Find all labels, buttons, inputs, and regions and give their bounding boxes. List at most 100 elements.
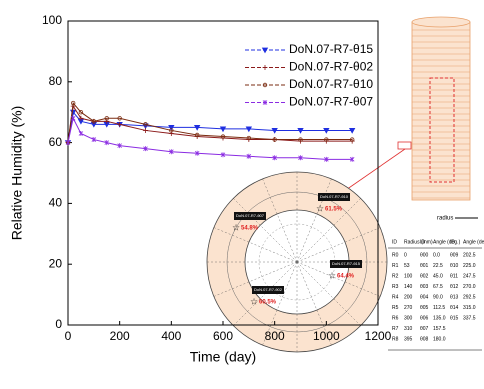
table-cell: 45.0 <box>433 273 443 279</box>
table-cell: 22.5 <box>433 263 443 269</box>
point <box>246 153 252 159</box>
annotation-star: ☆ <box>328 270 336 280</box>
x-tick-label: 1000 <box>313 329 340 343</box>
table-cell: θ00 <box>420 252 429 258</box>
connector <box>342 148 406 193</box>
table-header: Angle (deg.) <box>433 239 461 245</box>
point <box>193 125 201 131</box>
x-tick-label: 1200 <box>365 329 392 343</box>
point <box>298 137 303 142</box>
table-cell: θ08 <box>420 336 429 342</box>
point <box>348 128 356 134</box>
table-cell: θ05 <box>420 305 429 311</box>
x-tick-label: 600 <box>213 329 233 343</box>
table-cell: R1 <box>392 263 399 269</box>
table-cell: R3 <box>392 284 399 290</box>
point <box>104 118 110 124</box>
table-cell: θ11 <box>450 273 458 279</box>
legend-label: DoN.07-R7-θ15 <box>289 42 373 56</box>
legend-label: DoN.07-R7-θ02 <box>289 60 373 74</box>
table-cell: 100 <box>404 273 413 279</box>
point <box>104 116 109 121</box>
table-cell: 112.5 <box>433 305 445 311</box>
table-cell: 315.0 <box>463 305 476 311</box>
point <box>297 128 304 134</box>
table-cell: R5 <box>392 305 399 311</box>
legend-label: DoN.07-R7-θ07 <box>289 95 373 109</box>
table-cell: θ06 <box>420 315 429 321</box>
table-cell: 225.0 <box>463 263 476 269</box>
table-cell: R4 <box>392 294 399 300</box>
series: DoN.07-R7-θ07 <box>65 95 373 162</box>
table-cell: R2 <box>392 273 399 279</box>
table-cell: 247.5 <box>463 273 476 279</box>
annotation-value: 64.4% <box>337 274 355 280</box>
table-cell: 270 <box>404 305 413 311</box>
y-tick-label: 100 <box>42 13 62 27</box>
radius-label: radius <box>437 216 453 222</box>
annotation-value: 61.5% <box>325 207 343 213</box>
annotation-star: ☆ <box>232 222 240 232</box>
table-cell: 135.0 <box>433 315 446 321</box>
table-cell: θ10 <box>450 263 459 269</box>
table-cell: θ07 <box>420 326 429 332</box>
table-cell: 157.5 <box>433 326 446 332</box>
point <box>143 122 148 127</box>
y-tick-label: 60 <box>49 135 63 149</box>
ray <box>262 178 298 263</box>
x-tick-label: 400 <box>161 329 181 343</box>
table-cell: 337.5 <box>463 315 476 321</box>
legend-marker <box>262 100 268 105</box>
point <box>78 130 84 136</box>
cylinder: radius <box>342 16 478 222</box>
x-axis-label: Time (day) <box>190 349 256 365</box>
point <box>169 128 174 133</box>
point <box>272 155 277 161</box>
point <box>143 146 148 152</box>
table-cell: 202.5 <box>463 252 476 258</box>
table-cell: θ14 <box>450 305 459 311</box>
y-tick-label: 20 <box>49 256 63 270</box>
point <box>271 128 278 134</box>
annotation-label: DoN.07-R7-θ15 <box>332 261 361 266</box>
table-header: ID <box>450 239 455 245</box>
point <box>349 156 355 162</box>
annotation-box <box>252 286 284 294</box>
table-cell: θ15 <box>450 315 459 321</box>
table-cell: 180.0 <box>433 336 446 342</box>
point <box>245 126 253 133</box>
table-header: ID <box>392 239 397 245</box>
point <box>194 132 200 138</box>
series-line <box>67 101 353 143</box>
point <box>220 134 226 139</box>
table-cell: θ04 <box>420 294 429 300</box>
point <box>78 115 84 121</box>
annotation-star: ☆ <box>316 203 324 213</box>
ray <box>296 198 361 263</box>
point <box>219 126 227 133</box>
table-cell: 90.0 <box>433 294 443 300</box>
series-line <box>67 111 353 143</box>
table-cell: 300 <box>404 315 413 321</box>
table-cell: θ09 <box>450 252 459 258</box>
point <box>91 137 97 143</box>
point <box>298 155 303 161</box>
point <box>324 156 329 162</box>
y-tick-label: 40 <box>49 196 63 210</box>
table-cell: R8 <box>392 336 399 342</box>
point <box>168 130 174 136</box>
point <box>104 140 110 146</box>
table-cell: 67.5 <box>433 284 443 290</box>
point <box>272 137 277 142</box>
table-cell: R7 <box>392 326 399 332</box>
point <box>194 150 200 156</box>
legend-marker <box>261 47 269 54</box>
x-tick-label: 0 <box>65 329 72 343</box>
table-cell: θ12 <box>450 284 459 290</box>
table-cell: 200 <box>404 294 413 300</box>
point <box>220 152 226 158</box>
point <box>143 127 148 133</box>
y-tick-label: 0 <box>55 317 62 331</box>
table-cell: θ02 <box>420 273 429 279</box>
table-cell: 292.5 <box>463 294 476 300</box>
